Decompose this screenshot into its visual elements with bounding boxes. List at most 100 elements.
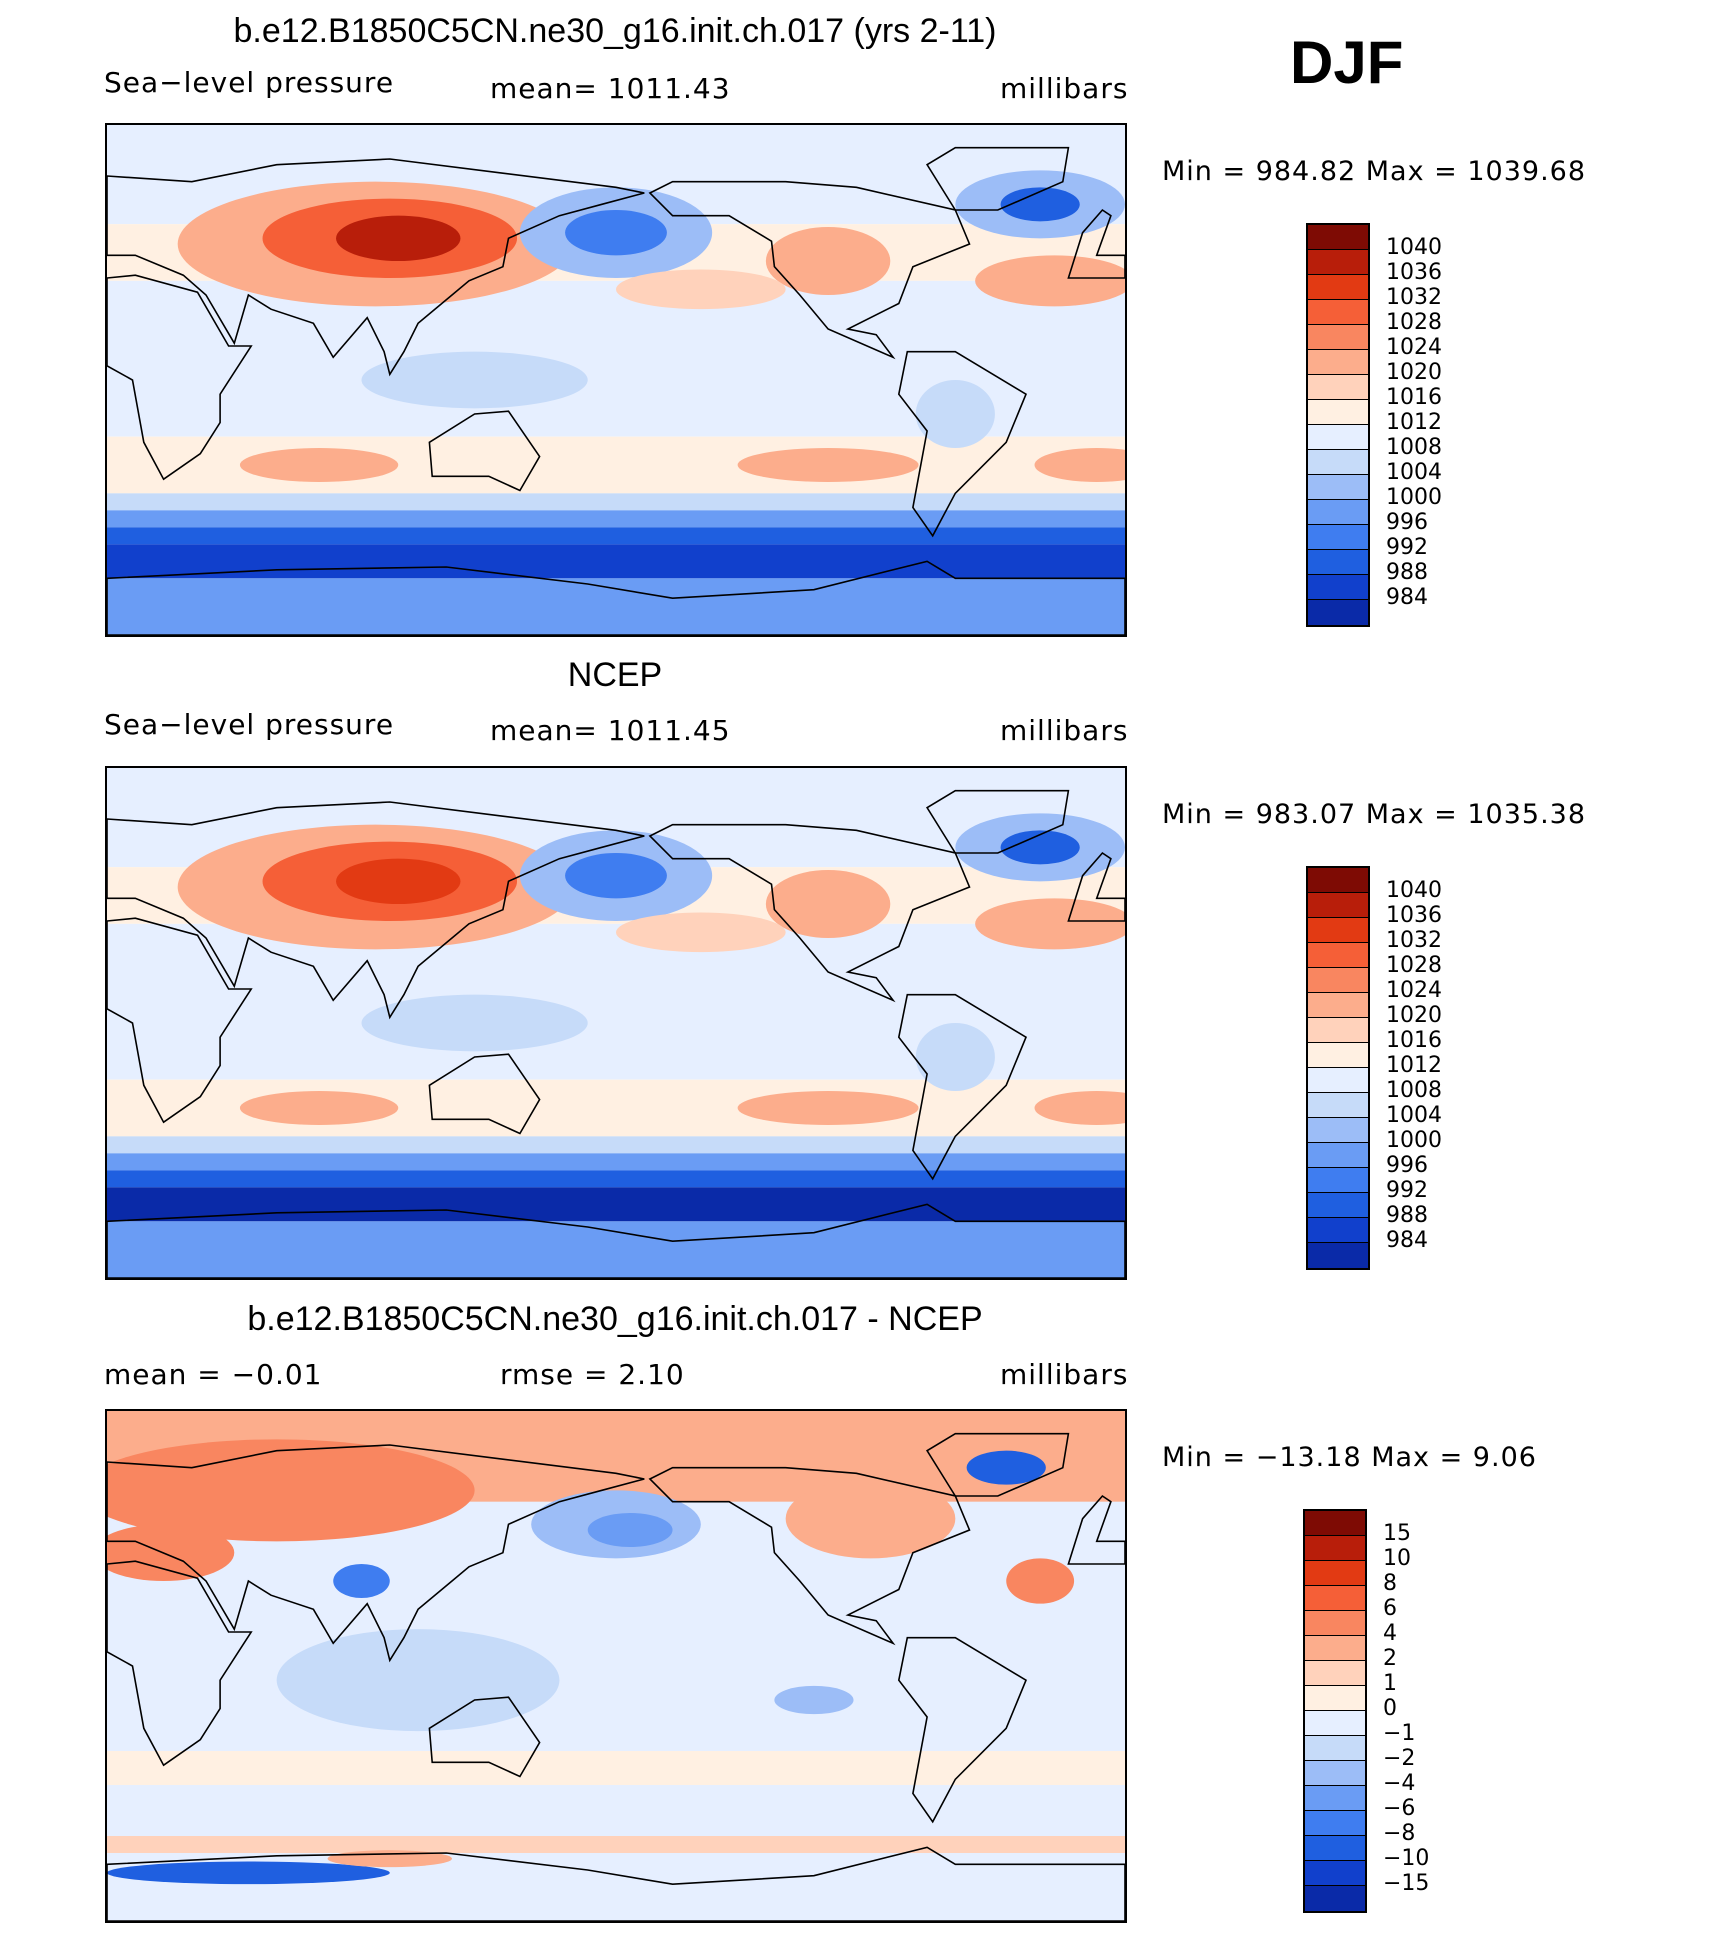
diff-greenland-negative	[966, 1450, 1046, 1485]
band-storm-track-1	[107, 1136, 1125, 1154]
colorbar-level-label: 1024	[1386, 335, 1442, 360]
colorbar-swatch	[1308, 525, 1368, 550]
colorbar-level-label: 1028	[1386, 953, 1442, 978]
colorbar-level-label: 1008	[1386, 435, 1442, 460]
panel1-title: b.e12.B1850C5CN.ne30_g16.init.ch.017 (yr…	[233, 12, 997, 50]
colorbar-swatch	[1305, 1711, 1365, 1736]
aleutian-low-core	[565, 210, 667, 256]
coastline-australia	[428, 1053, 541, 1135]
diff-indian-ocean-negative	[276, 1629, 560, 1732]
colorbar-swatch	[1305, 1836, 1365, 1861]
colorbar-swatch	[1308, 400, 1368, 425]
aleutian-low-core	[565, 853, 667, 899]
panel1-map-field	[107, 125, 1125, 635]
colorbar-swatch	[1305, 1511, 1365, 1536]
coastline-antarctica	[107, 1846, 1125, 1921]
colorbar-swatch	[1308, 350, 1368, 375]
coastline-eurasia	[107, 1444, 645, 1663]
colorbar-level-label: 1036	[1386, 260, 1442, 285]
colorbar-level-label: −10	[1383, 1846, 1430, 1871]
coastline-west-europe-wrap	[1067, 1494, 1125, 1565]
diff-east-pacific-negative	[774, 1685, 854, 1715]
north-pacific-high	[616, 269, 786, 310]
coastline-australia	[428, 410, 541, 492]
colorbar-level-label: 1004	[1386, 460, 1442, 485]
coastline-greenland	[925, 1432, 1070, 1497]
coastline-south-america	[897, 1636, 1028, 1824]
panel3-mean-label: mean = −0.01	[104, 1358, 323, 1391]
panel1-variable-label: Sea−level pressure	[104, 66, 395, 99]
colorbar-swatch	[1308, 600, 1368, 625]
coastline-africa	[107, 917, 253, 1124]
colorbar-swatch	[1308, 575, 1368, 600]
colorbar-swatch	[1305, 1536, 1365, 1561]
diff-tibet-negative	[333, 1564, 390, 1598]
colorbar-level-label: 1032	[1386, 285, 1442, 310]
diff-north-america-positive	[785, 1479, 956, 1559]
colorbar-level-label: 1040	[1386, 235, 1442, 260]
colorbar-level-label: 988	[1386, 560, 1428, 585]
band-circumpolar-trough	[107, 544, 1125, 579]
colorbar-level-label: 15	[1383, 1521, 1411, 1546]
diff-north-pacific-core	[587, 1513, 673, 1547]
colorbar-level-label: 992	[1386, 1178, 1428, 1203]
azores-high	[975, 255, 1125, 307]
colorbar-swatch	[1308, 450, 1368, 475]
coastline-eurasia	[107, 801, 645, 1020]
coastline-antarctica	[107, 1203, 1125, 1278]
colorbar-swatch	[1305, 1886, 1365, 1911]
panel2-mean-label: mean= 1011.45	[490, 714, 731, 747]
colorbar-level-label: 1004	[1386, 1103, 1442, 1128]
siberian-high-core	[336, 215, 461, 261]
colorbar-level-label: 10	[1383, 1546, 1411, 1571]
siberian-high-core	[336, 858, 461, 904]
colorbar-swatch	[1308, 325, 1368, 350]
colorbar-swatch	[1308, 1068, 1368, 1093]
colorbar-level-label: −4	[1383, 1771, 1416, 1796]
band-storm-track-3	[107, 527, 1125, 545]
diff-atlantic-positive	[1006, 1558, 1075, 1604]
coastline-west-europe-wrap	[1067, 851, 1125, 922]
colorbar-level-label: 4	[1383, 1621, 1397, 1646]
band-circumpolar-trough	[107, 1187, 1125, 1222]
colorbar-swatch	[1308, 1143, 1368, 1168]
colorbar-swatch	[1305, 1661, 1365, 1686]
colorbar-level-label: 1024	[1386, 978, 1442, 1003]
colorbar-level-label: 996	[1386, 1153, 1428, 1178]
colorbar-level-label: 1016	[1386, 1028, 1442, 1053]
colorbar-swatch	[1308, 275, 1368, 300]
colorbar-level-label: 984	[1386, 585, 1428, 610]
colorbar-level-label: 2	[1383, 1646, 1397, 1671]
colorbar-level-label: 1036	[1386, 903, 1442, 928]
colorbar-level-label: 1016	[1386, 385, 1442, 410]
north-american-high	[765, 870, 891, 938]
coastline-antarctica	[107, 560, 1125, 635]
south-atlantic-high	[1034, 448, 1125, 482]
maritime-continent-low	[361, 994, 588, 1052]
colorbar-level-label: −1	[1383, 1721, 1416, 1746]
south-america-low	[915, 380, 995, 448]
colorbar-level-label: 1020	[1386, 1003, 1442, 1028]
season-label: DJF	[1290, 29, 1404, 96]
diff-band-south-high	[107, 1836, 1125, 1853]
colorbar-level-label: 1028	[1386, 310, 1442, 335]
colorbar-swatch	[1305, 1811, 1365, 1836]
south-pacific-high	[737, 448, 919, 482]
panel3-title: b.e12.B1850C5CN.ne30_g16.init.ch.017 - N…	[247, 1300, 983, 1338]
coastline-north-america	[648, 180, 971, 360]
colorbar-level-label: 1012	[1386, 1053, 1442, 1078]
panel3-map-field	[107, 1411, 1125, 1921]
colorbar-swatch	[1308, 225, 1368, 250]
coastline-africa	[107, 1560, 253, 1767]
colorbar-swatch	[1308, 475, 1368, 500]
colorbar-level-label: −15	[1383, 1871, 1430, 1896]
coastline-south-america	[897, 350, 1028, 538]
colorbar-swatch	[1308, 1218, 1368, 1243]
panel1-map	[105, 123, 1127, 637]
panel1-colorbar	[1306, 223, 1370, 627]
colorbar-swatch	[1308, 425, 1368, 450]
colorbar-level-label: −2	[1383, 1746, 1416, 1771]
south-pacific-high	[737, 1091, 919, 1125]
panel2-units-label: millibars	[1000, 714, 1129, 747]
panel1-mean-label: mean= 1011.43	[490, 72, 731, 105]
